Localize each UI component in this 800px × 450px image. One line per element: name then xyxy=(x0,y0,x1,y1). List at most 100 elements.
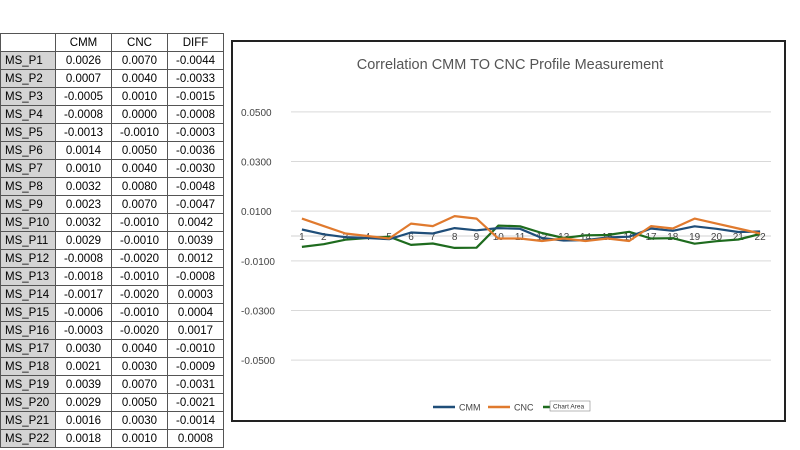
table-cell: -0.0010 xyxy=(167,339,224,358)
row-label: MS_P9 xyxy=(0,195,56,214)
series-line-cnc xyxy=(301,215,761,243)
table-row: MS_P10 0.0032 -0.0010 0.0042 xyxy=(0,213,224,232)
table-cell: 0.0032 xyxy=(55,213,112,232)
table-cell: 0.0039 xyxy=(55,375,112,394)
table-cell: 0.0070 xyxy=(111,375,168,394)
header-cmm: CMM xyxy=(55,33,112,52)
table-cell: -0.0015 xyxy=(167,87,224,106)
x-tick-label: 20 xyxy=(711,232,723,243)
row-label: MS_P22 xyxy=(0,429,56,448)
row-label: MS_P11 xyxy=(0,231,56,250)
table-cell: -0.0003 xyxy=(55,321,112,340)
table-cell: 0.0023 xyxy=(55,195,112,214)
table-cell: 0.0029 xyxy=(55,393,112,412)
x-tick-label: 21 xyxy=(733,232,745,243)
y-tick-label: -0.0500 xyxy=(241,356,275,367)
table-row: MS_P2 0.0007 0.0040 -0.0033 xyxy=(0,69,224,88)
table-cell: -0.0008 xyxy=(55,105,112,124)
row-label: MS_P19 xyxy=(0,375,56,394)
table-cell: -0.0020 xyxy=(111,249,168,268)
table-cell: 0.0030 xyxy=(55,339,112,358)
row-label: MS_P7 xyxy=(0,159,56,178)
header-cnc: CNC xyxy=(111,33,168,52)
table-row: MS_P20 0.0029 0.0050 -0.0021 xyxy=(0,393,224,412)
table-row: MS_P19 0.0039 0.0070 -0.0031 xyxy=(0,375,224,394)
table-row: MS_P22 0.0018 0.0010 0.0008 xyxy=(0,429,224,448)
table-cell: -0.0005 xyxy=(55,87,112,106)
table-cell: -0.0010 xyxy=(111,123,168,142)
header-corner xyxy=(0,33,56,52)
table-cell: -0.0010 xyxy=(111,303,168,322)
y-tick-label: 0.0100 xyxy=(241,207,272,218)
row-label: MS_P15 xyxy=(0,303,56,322)
table-cell: -0.0006 xyxy=(55,303,112,322)
x-tick-label: 1 xyxy=(299,232,305,243)
table-cell: -0.0018 xyxy=(55,267,112,286)
table-cell: -0.0017 xyxy=(55,285,112,304)
table-row: MS_P9 0.0023 0.0070 -0.0047 xyxy=(0,195,224,214)
table-cell: 0.0018 xyxy=(55,429,112,448)
row-label: MS_P3 xyxy=(0,87,56,106)
table-cell: -0.0031 xyxy=(167,375,224,394)
data-table: CMM CNC DIFF MS_P1 0.0026 0.0070 -0.0044 MS_… xyxy=(0,33,224,448)
y-tick-label: 0.0300 xyxy=(241,158,272,169)
line-chart: Correlation CMM TO CNC Profile Measureme… xyxy=(241,57,771,413)
x-tick-label: 8 xyxy=(452,232,458,243)
y-tick-label: -0.0300 xyxy=(241,307,275,318)
row-label: MS_P5 xyxy=(0,123,56,142)
table-row: MS_P17 0.0030 0.0040 -0.0010 xyxy=(0,339,224,358)
table-cell: 0.0014 xyxy=(55,141,112,160)
table-cell: 0.0029 xyxy=(55,231,112,250)
chart-area-tooltip xyxy=(549,400,591,412)
chart-area[interactable]: Correlation CMM TO CNC Profile Measureme… xyxy=(231,40,786,422)
table-cell: 0.0017 xyxy=(167,321,224,340)
table-cell: 0.0032 xyxy=(55,177,112,196)
table-row: MS_P12 -0.0008 -0.0020 0.0012 xyxy=(0,249,224,268)
table-cell: -0.0014 xyxy=(167,411,224,430)
row-label: MS_P13 xyxy=(0,267,56,286)
table-row: MS_P15 -0.0006 -0.0010 0.0004 xyxy=(0,303,224,322)
row-label: MS_P20 xyxy=(0,393,56,412)
table-cell: -0.0020 xyxy=(111,321,168,340)
table-cell: 0.0000 xyxy=(111,105,168,124)
chart-title: Correlation CMM TO CNC Profile Measureme… xyxy=(357,57,663,73)
series-line-cmm xyxy=(301,225,761,242)
table-row: MS_P6 0.0014 0.0050 -0.0036 xyxy=(0,141,224,160)
table-cell: -0.0030 xyxy=(167,159,224,178)
x-tick-label: 2 xyxy=(321,232,327,243)
table-row: MS_P4 -0.0008 0.0000 -0.0008 xyxy=(0,105,224,124)
table-cell: 0.0040 xyxy=(111,159,168,178)
header-diff: DIFF xyxy=(167,33,224,52)
y-tick-label: -0.0100 xyxy=(241,257,275,268)
table-cell: -0.0008 xyxy=(55,249,112,268)
table-cell: -0.0003 xyxy=(167,123,224,142)
table-header-row: CMM CNC DIFF xyxy=(0,33,224,52)
table-cell: 0.0050 xyxy=(111,141,168,160)
row-label: MS_P1 xyxy=(0,51,56,70)
table-row: MS_P13 -0.0018 -0.0010 -0.0008 xyxy=(0,267,224,286)
x-tick-label: 9 xyxy=(474,232,480,243)
table-cell: -0.0010 xyxy=(111,231,168,250)
row-label: MS_P17 xyxy=(0,339,56,358)
table-row: MS_P1 0.0026 0.0070 -0.0044 xyxy=(0,51,224,70)
table-cell: 0.0004 xyxy=(167,303,224,322)
table-cell: 0.0021 xyxy=(55,357,112,376)
table-cell: 0.0010 xyxy=(111,87,168,106)
table-cell: 0.0030 xyxy=(111,411,168,430)
table-cell: -0.0010 xyxy=(111,213,168,232)
legend-label-cmm: CMM xyxy=(459,403,481,413)
table-cell: 0.0016 xyxy=(55,411,112,430)
table-cell: 0.0050 xyxy=(111,393,168,412)
x-tick-label: 7 xyxy=(430,232,436,243)
table-cell: -0.0033 xyxy=(167,69,224,88)
table-cell: 0.0012 xyxy=(167,249,224,268)
table-row: MS_P18 0.0021 0.0030 -0.0009 xyxy=(0,357,224,376)
table-cell: -0.0020 xyxy=(111,285,168,304)
table-cell: -0.0047 xyxy=(167,195,224,214)
table-row: MS_P8 0.0032 0.0080 -0.0048 xyxy=(0,177,224,196)
table-row: MS_P11 0.0029 -0.0010 0.0039 xyxy=(0,231,224,250)
table-cell: 0.0030 xyxy=(111,357,168,376)
table-row: MS_P5 -0.0013 -0.0010 -0.0003 xyxy=(0,123,224,142)
row-label: MS_P12 xyxy=(0,249,56,268)
table-cell: 0.0070 xyxy=(111,51,168,70)
